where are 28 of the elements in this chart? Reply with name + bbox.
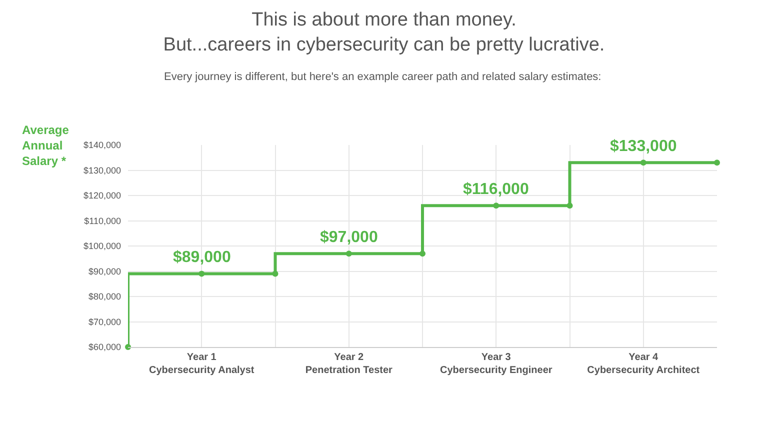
point bbox=[566, 202, 573, 209]
point bbox=[714, 160, 720, 166]
point bbox=[198, 270, 205, 277]
point bbox=[346, 250, 352, 257]
data-label: $116,000 bbox=[463, 181, 529, 198]
data-label: $89,000 bbox=[173, 249, 231, 266]
y-tick-label: $80,000 bbox=[88, 292, 121, 302]
y-tick-label: $130,000 bbox=[83, 165, 121, 176]
x-tick-label: Year 4 Cybersecurity Architect bbox=[587, 352, 700, 376]
y-tick-label: $110,000 bbox=[84, 216, 121, 226]
y-axis-title: Average Annual Salary * bbox=[22, 123, 70, 168]
x-tick-label: Year 1 Cybersecurity Analyst bbox=[149, 352, 255, 376]
chart-title: This is about more than money. But...careers in cybersecurity can be pretty lucrative. bbox=[163, 10, 605, 56]
y-tick-label: $60,000 bbox=[88, 342, 121, 352]
y-tick-label: $70,000 bbox=[88, 316, 121, 327]
y-tick-label: $140,000 bbox=[83, 140, 121, 150]
chart-subtitle: Every journey is different, but here's an example career path and related salary estimates: bbox=[164, 71, 602, 83]
y-tick-label: $120,000 bbox=[83, 190, 121, 201]
point bbox=[420, 250, 426, 257]
x-tick-label: Year 3 Cybersecurity Engineer bbox=[440, 352, 552, 376]
x-tick-label: Year 2 Penetration Tester bbox=[305, 352, 393, 376]
data-label: $97,000 bbox=[320, 229, 378, 246]
point bbox=[272, 270, 278, 277]
y-tick-label: $100,000 bbox=[83, 241, 121, 252]
data-label: $133,000 bbox=[610, 138, 677, 155]
y-tick-label: $90,000 bbox=[88, 266, 121, 276]
point bbox=[640, 160, 646, 166]
point bbox=[493, 202, 500, 209]
